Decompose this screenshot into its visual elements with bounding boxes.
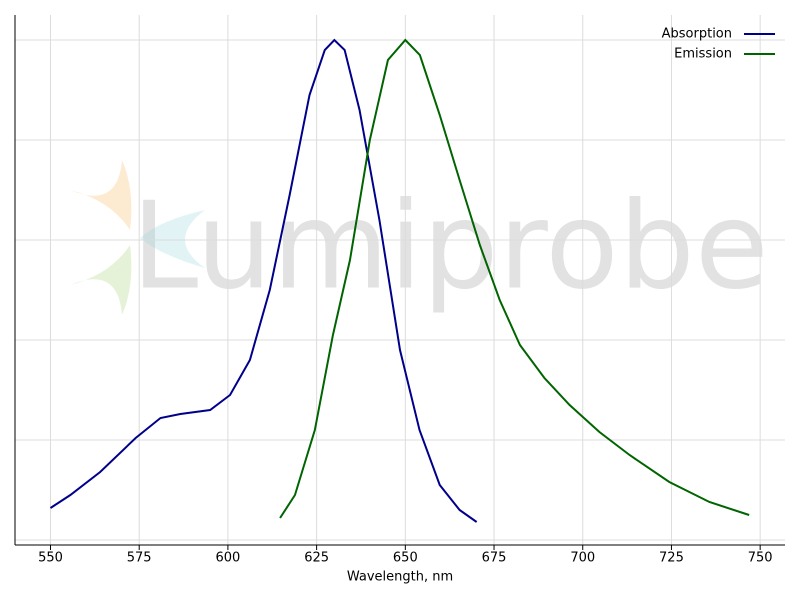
x-tick-label: 575 xyxy=(127,551,152,566)
watermark: Lumiprobe xyxy=(131,178,768,317)
x-tick-label: 700 xyxy=(570,551,595,566)
x-tick-label: 650 xyxy=(393,551,418,566)
logo xyxy=(70,160,205,315)
x-tick-label: 550 xyxy=(38,551,63,566)
x-tick-label: 625 xyxy=(304,551,329,566)
line-series xyxy=(49,38,478,523)
x-tick-label: 600 xyxy=(215,551,240,566)
x-axis-label: Wavelength, nm xyxy=(347,570,453,585)
x-tick-label: 750 xyxy=(748,551,773,566)
x-tick-label: 675 xyxy=(482,551,507,566)
legend-label: Emission xyxy=(674,47,732,62)
line-series xyxy=(279,38,750,519)
x-tick-label: 725 xyxy=(659,551,684,566)
legend-label: Absorption xyxy=(662,27,732,42)
